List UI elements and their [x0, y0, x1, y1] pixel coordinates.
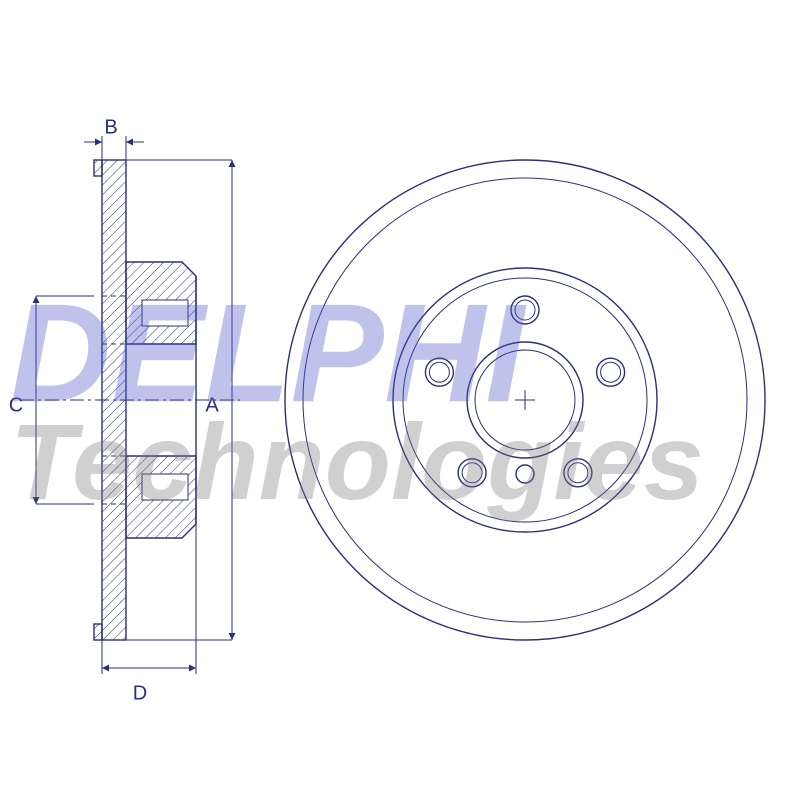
technical-drawing: A B C D [0, 0, 800, 800]
svg-text:B: B [104, 116, 117, 138]
svg-text:A: A [205, 394, 219, 416]
svg-text:D: D [133, 682, 147, 704]
svg-text:C: C [9, 394, 23, 416]
